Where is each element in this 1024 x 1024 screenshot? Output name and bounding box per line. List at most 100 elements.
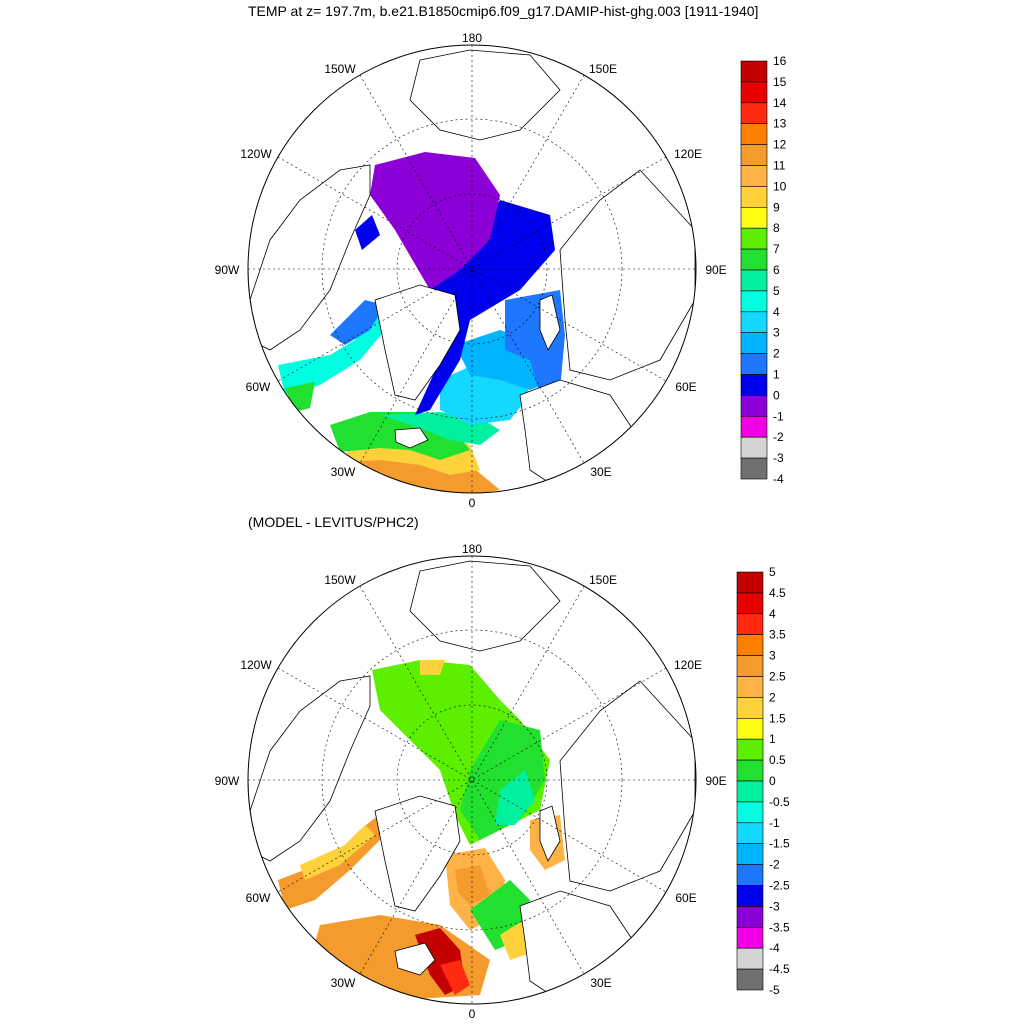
top-panel-title: TEMP at z= 197.7m, b.e21.B1850cmip6.f09_… [248, 3, 759, 19]
labelbar-label: 13 [773, 117, 787, 131]
bottom-lon-60e: 60E [675, 891, 696, 905]
labelbar-swatch [736, 738, 764, 761]
labelbar-swatch [740, 227, 768, 250]
top-land [249, 49, 696, 491]
bottom-polar-map: 180 150W 150E 120W 120E 90W 90E 60W 60E … [215, 542, 727, 1021]
labelbar-swatch [740, 311, 768, 333]
top-graticule [248, 45, 696, 493]
top-polar-map: 180 150W 150E 120W 120E 90W 90E 60W 60E … [215, 31, 727, 510]
labelbar-label: 4 [773, 305, 780, 319]
labelbar-swatch [736, 717, 764, 740]
labelbar-swatch [736, 634, 764, 656]
bottom-siberia [559, 680, 696, 892]
labelbar-label: 3 [769, 649, 776, 663]
labelbar-swatch [740, 81, 768, 104]
labelbar-label: -3 [769, 899, 780, 913]
labelbar-swatch [740, 186, 768, 208]
bottom-norwegian-center [455, 865, 490, 905]
labelbar-swatch [740, 248, 768, 271]
labelbar-swatch [740, 415, 768, 438]
labelbar-label: 9 [773, 200, 780, 214]
labelbar-label: 5 [769, 565, 776, 579]
bottom-arch-yellow [420, 660, 445, 675]
top-canada-basin-purple [370, 152, 500, 290]
bottom-lon-0: 0 [469, 1007, 476, 1021]
labelbar-label: -0.5 [769, 795, 790, 809]
top-iceland [394, 427, 429, 449]
labelbar-swatch [736, 864, 764, 886]
labelbar-label: 3.5 [769, 628, 786, 642]
labelbar-swatch [736, 571, 764, 594]
labelbar-swatch [740, 144, 768, 166]
top-lon-120w: 120W [240, 147, 272, 161]
top-labelbar-boxes [740, 60, 768, 480]
labelbar-label: 6 [773, 263, 780, 277]
labelbar-label: 0 [769, 774, 776, 788]
labelbar-swatch [740, 60, 768, 83]
labelbar-label: 1 [773, 368, 780, 382]
top-lon-90w: 90W [215, 263, 240, 277]
bottom-panel-title: (MODEL - LEVITUS/PHC2) [248, 514, 419, 530]
labelbar-swatch [736, 697, 764, 719]
bottom-canada-north [249, 675, 371, 862]
bottom-lon-90e: 90E [705, 774, 726, 788]
labelbar-swatch [740, 290, 768, 313]
top-canada-north [249, 164, 371, 351]
bottom-map-border [247, 555, 697, 1005]
labelbar-swatch [736, 885, 764, 907]
top-lon-150e: 150E [589, 62, 617, 76]
top-lon-60e: 60E [675, 380, 696, 394]
bottom-greenland [374, 795, 461, 912]
bottom-ocean-fill [278, 660, 565, 1000]
labelbar-label: -3 [773, 451, 784, 465]
labelbar-label: 10 [773, 179, 787, 193]
labelbar-label: 2 [773, 347, 780, 361]
bottom-lon-180: 180 [462, 542, 482, 556]
labelbar-label: -4 [769, 941, 780, 955]
labelbar-label: -2.5 [769, 879, 790, 893]
labelbar-label: 14 [773, 96, 787, 110]
bottom-labelbar-boxes [736, 571, 764, 991]
labelbar-swatch [740, 374, 768, 396]
labelbar-label: 0.5 [769, 753, 786, 767]
labelbar-swatch [736, 655, 764, 677]
bottom-lon-90w: 90W [215, 774, 240, 788]
bottom-lon-30e: 30E [590, 976, 611, 990]
labelbar-label: 7 [773, 242, 780, 256]
labelbar-label: -3.5 [769, 920, 790, 934]
labelbar-swatch [740, 102, 768, 125]
labelbar-swatch [736, 906, 764, 928]
bottom-lon-150e: 150E [589, 573, 617, 587]
labelbar-label: 12 [773, 138, 787, 152]
labelbar-swatch [740, 123, 768, 145]
bottom-lon-30w: 30W [331, 976, 356, 990]
labelbar-label: -1.5 [769, 837, 790, 851]
labelbar-label: 1 [769, 732, 776, 746]
labelbar-label: 5 [773, 284, 780, 298]
bottom-labrador-yellow [300, 825, 375, 880]
top-alaska-chukotka [409, 49, 561, 141]
labelbar-label: -4 [773, 472, 784, 486]
labelbar-swatch [736, 822, 764, 844]
labelbar-label: 0 [773, 388, 780, 402]
labelbar-swatch [740, 269, 768, 292]
top-baffin-blue [330, 300, 385, 345]
bottom-novaya-zemlya [539, 805, 561, 862]
top-lon-30e: 30E [590, 465, 611, 479]
top-lon-90e: 90E [705, 263, 726, 277]
top-novaya-zemlya [539, 294, 561, 351]
labelbar-label: 16 [773, 54, 787, 68]
bottom-lomonosov-cyan [495, 770, 535, 825]
labelbar-label: 1.5 [769, 711, 786, 725]
bottom-lon-150w: 150W [324, 573, 356, 587]
labelbar-swatch [736, 780, 764, 803]
top-lon-0: 0 [469, 496, 476, 510]
bottom-labelbar-labels: 5 4.5 4 3.5 3 2.5 2 1.5 1 0.5 0 -0.5 -1 -1.5 -2 -2.5 -3 -… [769, 565, 790, 997]
top-lon-30w: 30W [331, 465, 356, 479]
bottom-lon-60w: 60W [246, 891, 271, 905]
labelbar-label: -1 [769, 816, 780, 830]
top-siberia [559, 169, 696, 381]
labelbar-swatch [740, 436, 768, 459]
labelbar-swatch [736, 801, 764, 824]
